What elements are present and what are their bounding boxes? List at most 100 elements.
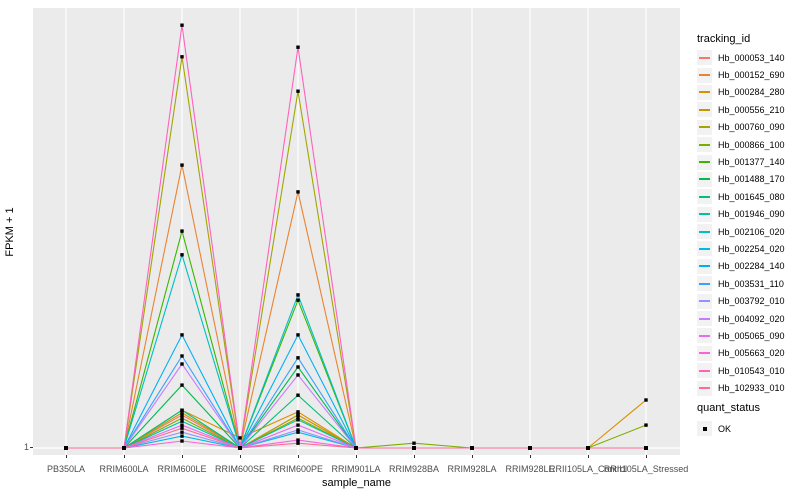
x-tick-mark (181, 455, 183, 458)
legend-entry-Hb_002106_020: Hb_002106_020 (697, 223, 785, 240)
data-point (180, 362, 184, 366)
legend-entry-label: Hb_001645_080 (718, 191, 785, 202)
data-point (296, 333, 300, 337)
legend-entry-Hb_000760_090: Hb_000760_090 (697, 119, 785, 136)
legend-key-swatch (697, 345, 712, 361)
legend-entry-Hb_001377_140: Hb_001377_140 (697, 153, 785, 170)
data-point (180, 426, 184, 430)
legend-entries-tracking-id: Hb_000053_140 Hb_000152_690 Hb_000284_280 H… (697, 49, 785, 397)
legend-key-swatch (697, 293, 712, 309)
legend-key-swatch (697, 311, 712, 327)
x-tick-label-RRIM928LE: RRIM928LE (505, 464, 555, 474)
data-point (296, 190, 300, 194)
legend-entry-label: Hb_003531_110 (718, 278, 784, 289)
x-tick-mark (65, 455, 67, 458)
legend-entry-label: OK (718, 423, 732, 434)
line-swatch-icon (699, 195, 710, 198)
data-point (644, 398, 648, 402)
legend-entry-Hb_002254_020: Hb_002254_020 (697, 240, 785, 257)
legend-entry-quant-ok: OK (697, 420, 731, 437)
legend-entry-label: Hb_000866_100 (718, 139, 785, 150)
legend-entry-Hb_000053_140: Hb_000053_140 (697, 49, 785, 66)
data-point (180, 419, 184, 423)
x-tick-mark (413, 455, 415, 458)
data-point (180, 383, 184, 387)
x-tick-mark (239, 455, 241, 458)
line-swatch-icon (699, 74, 710, 77)
line-swatch-icon (699, 213, 710, 216)
legend-entry-label: Hb_001488_170 (718, 174, 785, 185)
y-tick-mark (30, 447, 33, 448)
data-point (180, 439, 184, 443)
legend-entry-label: Hb_001946_090 (718, 209, 785, 220)
x-tick-mark (529, 455, 531, 458)
x-tick-mark (297, 455, 299, 458)
legend-key-ok (697, 421, 712, 437)
legend-entry-Hb_005663_020: Hb_005663_020 (697, 345, 785, 362)
legend-entry-label: Hb_102933_010 (718, 383, 785, 394)
legend-entry-label: Hb_003792_010 (718, 296, 785, 307)
data-point (296, 430, 300, 434)
data-point (238, 436, 242, 440)
data-point (122, 446, 126, 450)
data-point (180, 430, 184, 434)
data-point (180, 55, 184, 59)
line-swatch-icon (699, 56, 710, 59)
legend-key-swatch (697, 171, 712, 187)
data-point (644, 423, 648, 427)
legend-key-swatch (697, 119, 712, 135)
x-tick-label-RRII105LA_Stressed: RRII105LA_Stressed (603, 464, 689, 474)
legend-title-quant-status: quant_status (697, 402, 760, 414)
x-tick-label-RRIM600PE: RRIM600PE (272, 464, 324, 474)
data-point (296, 410, 300, 414)
data-point (180, 333, 184, 337)
x-tick-label-RRIM600LA: RRIM600LA (99, 464, 149, 474)
data-point (296, 393, 300, 397)
data-point (180, 413, 184, 417)
data-point (64, 446, 68, 450)
data-point (180, 229, 184, 233)
legend-entry-Hb_010543_010: Hb_010543_010 (697, 362, 785, 379)
data-point (296, 418, 300, 422)
data-point (644, 446, 648, 450)
legend-entry-Hb_000866_100: Hb_000866_100 (697, 136, 785, 153)
legend-entry-Hb_005065_090: Hb_005065_090 (697, 327, 785, 344)
line-swatch-icon (699, 334, 710, 337)
data-point (528, 446, 532, 450)
legend-entry-Hb_001645_080: Hb_001645_080 (697, 188, 785, 205)
legend-entry-Hb_001946_090: Hb_001946_090 (697, 206, 785, 223)
legend-key-swatch (697, 137, 712, 153)
data-point (238, 446, 242, 450)
data-point (180, 408, 184, 412)
legend-entry-label: Hb_002284_140 (718, 261, 785, 272)
legend-entry-Hb_102933_010: Hb_102933_010 (697, 379, 785, 396)
line-swatch-icon (699, 143, 710, 146)
y-axis-title: FPKM + 1 (4, 207, 16, 257)
legend-key-swatch (697, 380, 712, 396)
data-point (296, 89, 300, 93)
legend-entry-label: Hb_000556_210 (718, 104, 785, 115)
legend-key-swatch (697, 154, 712, 170)
data-point (180, 253, 184, 257)
legend-key-swatch (697, 102, 712, 118)
data-point (180, 434, 184, 438)
legend-key-swatch (697, 50, 712, 66)
line-swatch-icon (699, 247, 710, 250)
legend-key-swatch (697, 189, 712, 205)
legend-key-swatch (697, 363, 712, 379)
legend-entry-Hb_000556_210: Hb_000556_210 (697, 101, 785, 118)
line-swatch-icon (699, 161, 710, 164)
legend-entry-label: Hb_005663_020 (718, 348, 785, 359)
line-swatch-icon (699, 352, 710, 355)
data-point (296, 423, 300, 427)
legend-key-swatch (697, 224, 712, 240)
legend-entry-label: Hb_002106_020 (718, 226, 785, 237)
data-point (296, 45, 300, 49)
data-point (180, 411, 184, 415)
x-tick-mark (645, 455, 647, 458)
x-tick-label-RRIM928LA: RRIM928LA (447, 464, 497, 474)
legend-entry-Hb_003792_010: Hb_003792_010 (697, 292, 785, 309)
data-point (586, 446, 590, 450)
